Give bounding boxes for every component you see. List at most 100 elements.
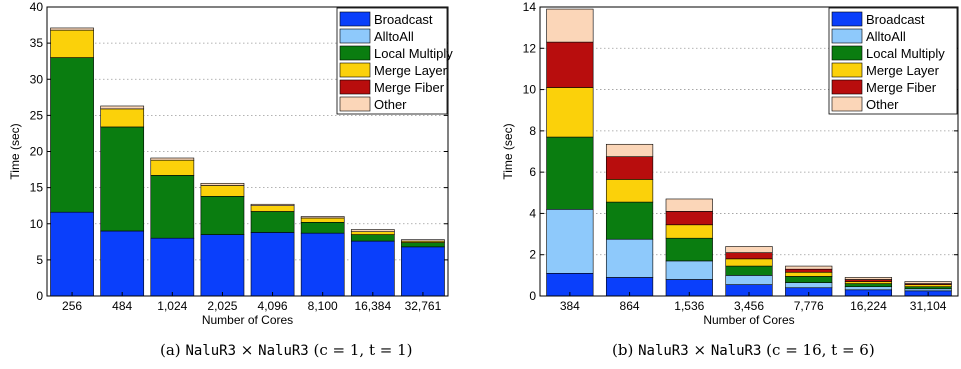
charta-xtick-label: 1,024 xyxy=(157,299,187,313)
chartb-bar-local-multiply-7-776 xyxy=(785,276,833,283)
charta-legend-label-other: Other xyxy=(374,97,407,112)
charta-legend-label-merge-fiber: Merge Fiber xyxy=(374,80,445,95)
charta-legend-label-broadcast: Broadcast xyxy=(374,12,433,27)
charta-bar-merge-layer-8-100 xyxy=(300,217,345,223)
charta-ytick-label: 30 xyxy=(30,72,44,86)
charta-bar-other-484 xyxy=(100,105,145,110)
chartb-bar-other-31-104 xyxy=(904,281,952,284)
chartb-ytick-label: 2 xyxy=(529,248,536,262)
chartb-legend-label-other: Other xyxy=(866,97,899,112)
chartb-bar-alltoall-384 xyxy=(546,209,594,274)
charta-ytick-label: 25 xyxy=(30,108,44,122)
chartb-bar-local-multiply-1-536 xyxy=(665,237,713,262)
charta-xtick-label: 32,761 xyxy=(405,299,442,313)
chartb-xtick-label: 7,776 xyxy=(794,299,824,313)
chartb-bar-local-multiply-384 xyxy=(546,136,594,210)
charta-xtick-label: 256 xyxy=(62,299,82,313)
chartb-ytick-label: 6 xyxy=(529,165,536,179)
charta-ytick-label: 5 xyxy=(36,253,43,267)
caption-a-matrix-a: NaluR3 xyxy=(185,343,237,359)
charta-bar-other-256 xyxy=(50,27,94,31)
chartb-legend-label-local-multiply: Local Multiply xyxy=(866,46,945,61)
charta-bar-other-8-100 xyxy=(300,216,345,219)
caption-b-matrix-b: NaluR3 xyxy=(710,343,762,359)
charta-legend-label-alltoall: AlltoAll xyxy=(374,29,414,44)
chartb-legend-swatch-merge-fiber xyxy=(831,79,863,95)
caption-a-matrix-b: NaluR3 xyxy=(258,343,309,359)
chartb-bar-other-384 xyxy=(546,8,594,43)
chartb-bar-merge-fiber-1-536 xyxy=(665,211,713,226)
chartb-bar-alltoall-1-536 xyxy=(665,260,713,280)
charta-bar-broadcast-2-025 xyxy=(200,234,245,297)
charta-ytick-label: 20 xyxy=(30,145,44,159)
charta-bar-merge-layer-1-024 xyxy=(150,159,195,176)
charta-bar-other-16-384 xyxy=(350,229,395,232)
charta-bar-other-2-025 xyxy=(200,182,245,186)
charta-legend-swatch-merge-fiber xyxy=(339,79,371,95)
charta-bar-other-1-024 xyxy=(150,157,195,161)
charta-legend-swatch-other xyxy=(339,96,371,112)
charta-bar-local-multiply-2-025 xyxy=(200,195,245,235)
charta-ytick-label: 35 xyxy=(30,36,44,50)
chartb-bar-local-multiply-16-224 xyxy=(844,283,893,288)
chartb-ytick-label: 0 xyxy=(529,289,536,303)
chart-b: 0 2 4 6 8 10 12 14 384 864 1,536 3,456 7,776 16,224 31… xyxy=(501,0,959,327)
caption-a-params: (c = 1, t = 1) xyxy=(313,341,413,359)
chartb-bar-alltoall-864 xyxy=(605,238,654,278)
chartb-legend-label-merge-layer: Merge Layer xyxy=(866,63,940,78)
chartb-legend-swatch-broadcast xyxy=(831,11,863,27)
chartb-xtick-label: 16,224 xyxy=(850,299,887,313)
chartb-ytick-label: 10 xyxy=(523,83,537,97)
charta-bar-local-multiply-8-100 xyxy=(300,222,345,234)
chartb-xtick-label: 1,536 xyxy=(674,299,704,313)
caption-b-prefix: (b) xyxy=(612,341,634,359)
chartb-ytick-label: 14 xyxy=(523,0,537,14)
charta-legend-swatch-merge-layer xyxy=(339,62,371,78)
chartb-xtick-label: 384 xyxy=(560,299,580,313)
charta-bar-merge-layer-4-096 xyxy=(250,205,295,212)
charta-bar-broadcast-256 xyxy=(50,211,94,297)
chartb-bar-other-1-536 xyxy=(665,198,713,212)
charta-bar-merge-layer-256 xyxy=(50,29,94,58)
chartb-bar-merge-fiber-3-456 xyxy=(725,252,773,260)
caption-b-params: (c = 16, t = 6) xyxy=(766,341,875,359)
chartb-legend-swatch-merge-layer xyxy=(831,62,863,78)
charta-xtick-label: 484 xyxy=(112,299,132,313)
chartb-xlabel: Number of Cores xyxy=(703,313,794,327)
chartb-bar-merge-layer-7-776 xyxy=(785,271,833,277)
charta-bar-local-multiply-16-384 xyxy=(350,234,395,242)
charta-bar-other-4-096 xyxy=(250,203,295,206)
charta-bar-local-multiply-484 xyxy=(100,126,145,232)
charta-bar-merge-layer-16-384 xyxy=(350,231,395,235)
charta-ytick-label: 0 xyxy=(36,289,43,303)
charta-ylabel: Time (sec) xyxy=(8,123,22,179)
chartb-bar-local-multiply-864 xyxy=(605,201,654,240)
chartb-bar-alltoall-3-456 xyxy=(725,275,773,285)
chartb-legend-swatch-alltoall xyxy=(831,28,863,44)
chartb-bar-merge-layer-1-536 xyxy=(665,224,713,239)
chartb-bar-merge-layer-3-456 xyxy=(725,258,773,267)
chartb-legend-swatch-other xyxy=(831,96,863,112)
charta-bar-broadcast-4-096 xyxy=(250,232,295,297)
charta-bar-other-32-761 xyxy=(401,239,445,242)
charta-bar-local-multiply-4-096 xyxy=(250,211,295,233)
chartb-ylabel: Time (sec) xyxy=(501,123,515,179)
chartb-bar-merge-fiber-16-224 xyxy=(844,279,893,282)
charta-bar-local-multiply-256 xyxy=(50,57,94,213)
charta-ytick-label: 40 xyxy=(30,0,44,14)
chartb-legend-label-broadcast: Broadcast xyxy=(866,12,925,27)
chartb-bar-other-16-224 xyxy=(844,277,893,280)
charta-legend-label-merge-layer: Merge Layer xyxy=(374,63,448,78)
caption-a-times: × xyxy=(240,341,254,359)
chartb-bar-alltoall-7-776 xyxy=(785,282,833,289)
charta-legend-swatch-alltoall xyxy=(339,28,371,44)
charta-bar-broadcast-1-024 xyxy=(150,237,195,297)
chartb-bar-merge-layer-384 xyxy=(546,87,594,138)
chartb-bar-merge-fiber-384 xyxy=(546,41,594,88)
chartb-bar-merge-layer-16-224 xyxy=(844,281,893,284)
chartb-xtick-label: 31,104 xyxy=(910,299,947,313)
chartb-bar-other-7-776 xyxy=(785,265,833,270)
chartb-bar-merge-layer-31-104 xyxy=(904,284,952,288)
chartb-legend-swatch-local-multiply xyxy=(831,45,863,61)
chartb-bar-merge-fiber-7-776 xyxy=(785,268,833,273)
